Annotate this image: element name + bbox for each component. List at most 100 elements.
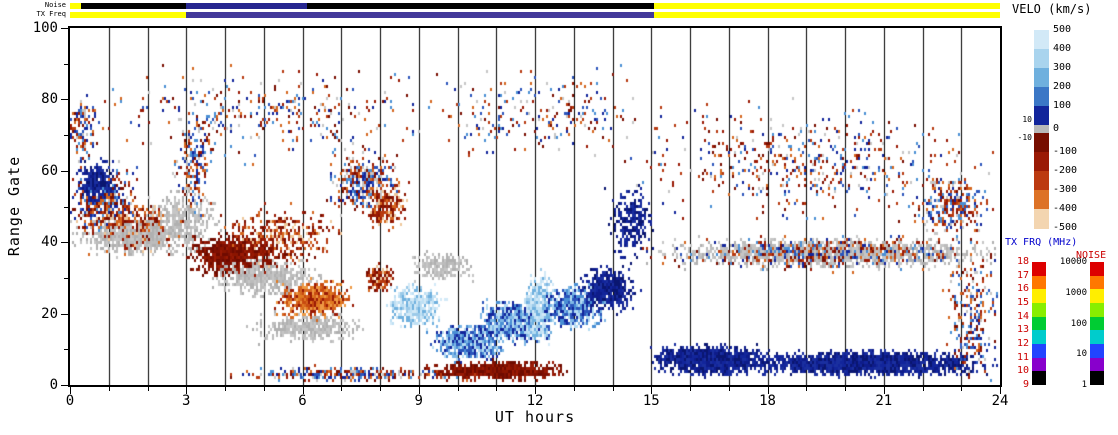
velocity-heatmap-canvas — [70, 28, 1000, 385]
y-minor-tick — [64, 63, 68, 65]
txfreq-strip-segment — [654, 12, 1000, 18]
noise-bar-segment — [1090, 289, 1104, 304]
noise-bar-tick-label: 1000 — [1065, 287, 1087, 298]
velocity-bar-segment — [1034, 30, 1049, 50]
y-major-tick — [61, 242, 68, 244]
noise-strip-segment — [186, 3, 308, 9]
x-minor-tick — [961, 387, 963, 391]
x-tick-label: 18 — [759, 393, 776, 409]
x-minor-tick — [147, 387, 149, 391]
x-minor-tick — [457, 387, 459, 391]
velocity-bar-tick-label: -100 — [1053, 146, 1078, 157]
txfreq-strip-segment — [186, 12, 655, 18]
velocity-bar-tick-label: 400 — [1053, 43, 1072, 54]
velocity-bar-tick-label: -300 — [1053, 184, 1078, 195]
noise-strip-segment — [70, 3, 82, 9]
velocity-bar-segment — [1034, 87, 1049, 107]
x-major-tick — [883, 387, 885, 394]
noise-bar-segment — [1090, 344, 1104, 359]
x-minor-tick — [922, 387, 924, 391]
txfrq-bar-tick-label: 11 — [1016, 351, 1029, 363]
txfreq-strip-label: TX Freq — [36, 10, 66, 18]
x-minor-tick — [845, 387, 846, 391]
txfrq-bar-segment — [1032, 357, 1046, 372]
velocity-bar-segment — [1034, 133, 1049, 153]
x-tick-label: 3 — [182, 393, 191, 409]
x-minor-tick — [612, 387, 614, 391]
x-major-tick — [418, 387, 420, 394]
x-tick-label: 12 — [526, 393, 544, 409]
noise-bar-segment — [1090, 275, 1104, 290]
velocity-bar-segment — [1034, 209, 1049, 229]
txfrq-bar-tick-label: 17 — [1016, 269, 1029, 281]
velocity-bar-tick-label: -200 — [1053, 165, 1078, 176]
txfrq-bar-tick-label: 16 — [1016, 283, 1029, 295]
y-major-tick — [61, 313, 68, 315]
x-major-tick — [767, 387, 769, 394]
x-minor-tick — [573, 387, 575, 391]
txfrq-bar-tick-label: 18 — [1016, 256, 1029, 267]
x-minor-tick — [380, 387, 381, 391]
plot-frame — [68, 26, 1002, 387]
velocity-bar-tick-label: 300 — [1053, 62, 1072, 73]
noise-strip-segment — [81, 3, 187, 9]
x-major-tick — [70, 387, 71, 394]
x-tick-label: 15 — [642, 393, 660, 409]
x-major-tick — [535, 387, 536, 394]
velocity-bar-tick-label: 500 — [1053, 24, 1072, 35]
y-minor-tick — [64, 277, 68, 279]
noise-bar-segment — [1090, 303, 1104, 318]
noise-status-strip — [70, 3, 1000, 9]
noise-bar-segment — [1090, 330, 1104, 345]
x-major-tick — [1000, 387, 1001, 394]
x-minor-tick — [806, 387, 808, 391]
x-major-tick — [302, 387, 304, 394]
txfrq-bar-tick-label: 15 — [1016, 297, 1029, 308]
y-tick-label: 60 — [41, 162, 58, 179]
noise-bar-segment — [1090, 371, 1104, 386]
x-axis-title: UT hours — [494, 408, 576, 426]
y-major-tick — [61, 99, 68, 101]
txfrq-bar-segment — [1032, 289, 1046, 304]
y-major-tick — [61, 385, 68, 386]
noise-bar-segment — [1090, 316, 1104, 331]
x-minor-tick — [728, 387, 730, 391]
noise-bar-segment — [1090, 262, 1104, 277]
txfrq-bar-tick-label: 9 — [1022, 379, 1029, 390]
noise-bar-tick-label: 10000 — [1059, 257, 1087, 267]
x-minor-tick — [225, 387, 226, 391]
velocity-colorbar-title: VELO (km/s) — [1012, 2, 1092, 16]
y-minor-tick — [64, 135, 68, 137]
y-tick-label: 40 — [41, 234, 58, 251]
txfrq-bar-segment — [1032, 371, 1046, 386]
noise-strip-segment — [654, 3, 1000, 9]
x-tick-label: 9 — [414, 393, 423, 409]
txfrq-bar-tick-label: 14 — [1016, 310, 1029, 322]
y-tick-label: 100 — [32, 20, 58, 36]
txfrq-bar-segment — [1032, 262, 1046, 277]
x-major-tick — [651, 387, 653, 394]
y-minor-tick — [64, 206, 68, 208]
txfrq-bar-segment — [1032, 330, 1046, 345]
x-major-tick — [186, 387, 188, 394]
y-axis-title: Range Gate — [5, 155, 23, 257]
txfrq-bar-tick-label: 13 — [1016, 324, 1029, 336]
velocity-bar-segment — [1034, 171, 1049, 191]
noise-bar-tick-label: 100 — [1070, 318, 1087, 329]
x-minor-tick — [108, 387, 110, 391]
velocity-bar-tick-label: 0 — [1053, 123, 1060, 134]
x-tick-label: 21 — [875, 393, 893, 409]
noise-bar-tick-label: 10 — [1076, 349, 1087, 360]
velocity-bar-tick-label: -500 — [1053, 222, 1078, 233]
noise-colorbar-title: NOISE — [1076, 250, 1107, 261]
velocity-bar-segment — [1034, 68, 1049, 88]
y-tick-label: 20 — [41, 305, 58, 322]
noise-bar-segment — [1090, 357, 1104, 372]
velocity-bar-tick-label: -400 — [1053, 203, 1078, 214]
noise-bar-tick-label: 1 — [1081, 380, 1087, 390]
txfrq-bar-tick-label: 12 — [1016, 338, 1029, 349]
y-tick-label: 0 — [49, 377, 58, 393]
x-tick-label: 0 — [65, 393, 75, 409]
velocity-bar-segment — [1034, 152, 1049, 172]
